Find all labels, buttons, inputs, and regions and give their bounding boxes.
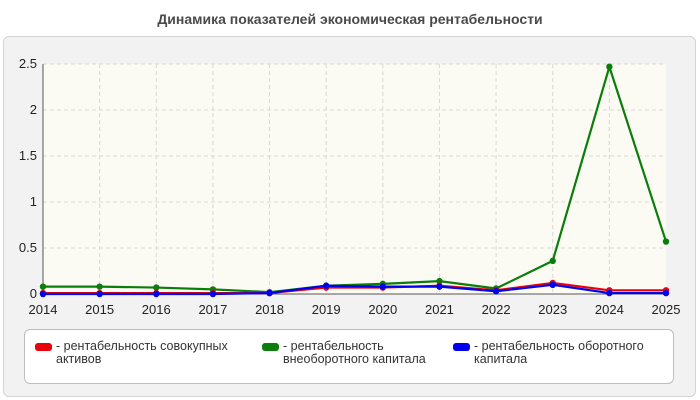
x-tick-label: 2024: [595, 302, 624, 317]
legend-item-current[interactable]: - рентабельность оборотного капитала: [453, 340, 668, 366]
legend-item-assets[interactable]: - рентабельность совокупных активов: [35, 340, 240, 366]
chart-legend: - рентабельность совокупных активов - ре…: [24, 329, 674, 384]
legend-item-noncurrent[interactable]: - рентабельность внеоборотного капитала: [262, 340, 437, 366]
data-point: [39, 290, 47, 298]
x-tick-label: 2020: [368, 302, 397, 317]
legend-label-noncurrent: - рентабельность внеоборотного капитала: [283, 340, 437, 366]
data-point: [266, 289, 273, 297]
series-line: [43, 283, 666, 296]
y-tick-label: 2.5: [19, 56, 37, 71]
y-tick-label: 0.5: [19, 240, 37, 255]
x-tick-label: 2014: [29, 302, 58, 317]
x-tick-label: 2018: [255, 302, 284, 317]
data-point: [153, 284, 160, 291]
chart-plot: 0 0.5 1 1.5 2 2.5 2014 2015 2016 2017 2018 2019 2020…: [19, 56, 681, 317]
legend-text: рентабельность совокупных активов: [56, 339, 228, 366]
data-point: [436, 283, 443, 290]
data-point: [662, 289, 670, 297]
x-tick-label: 2021: [425, 302, 454, 317]
y-tick-label: 0: [30, 286, 37, 301]
data-point: [606, 63, 613, 70]
legend-swatch-assets: [35, 343, 52, 351]
data-point: [322, 282, 330, 289]
y-tick-label: 1.5: [19, 148, 37, 163]
data-point: [436, 277, 443, 285]
data-point: [662, 238, 670, 245]
legend-text: рентабельность внеоборотного капитала: [283, 339, 426, 366]
x-tick-label: 2017: [198, 302, 227, 317]
legend-label-assets: - рентабельность совокупных активов: [56, 340, 240, 366]
x-tick-label: 2022: [482, 302, 511, 317]
data-point: [492, 288, 500, 295]
x-tick-label: 2023: [538, 302, 567, 317]
y-tick-label: 2: [30, 102, 37, 117]
x-tick-label: 2016: [142, 302, 171, 317]
x-tick-label: 2019: [312, 302, 341, 317]
legend-label-current: - рентабельность оборотного капитала: [474, 340, 668, 366]
legend-swatch-current: [453, 343, 470, 351]
data-point: [549, 281, 556, 288]
chart-title: Динамика показателей экономическая рента…: [157, 11, 543, 27]
data-point: [96, 290, 103, 298]
data-point: [209, 290, 217, 298]
legend-prefix: -: [283, 339, 291, 353]
data-point: [96, 283, 103, 290]
data-point: [379, 283, 387, 290]
legend-prefix: -: [56, 339, 64, 353]
data-point: [549, 257, 556, 265]
data-point: [606, 289, 613, 297]
x-tick-label: 2025: [652, 302, 681, 317]
x-tick-label: 2015: [85, 302, 114, 317]
data-point: [153, 290, 160, 298]
legend-swatch-noncurrent: [262, 343, 279, 351]
legend-prefix: -: [474, 339, 482, 353]
legend-text: рентабельность оборотного капитала: [474, 339, 644, 366]
data-point: [39, 283, 47, 290]
plot-area: [43, 64, 666, 294]
y-tick-label: 1: [30, 194, 37, 209]
series-line: [43, 65, 668, 294]
